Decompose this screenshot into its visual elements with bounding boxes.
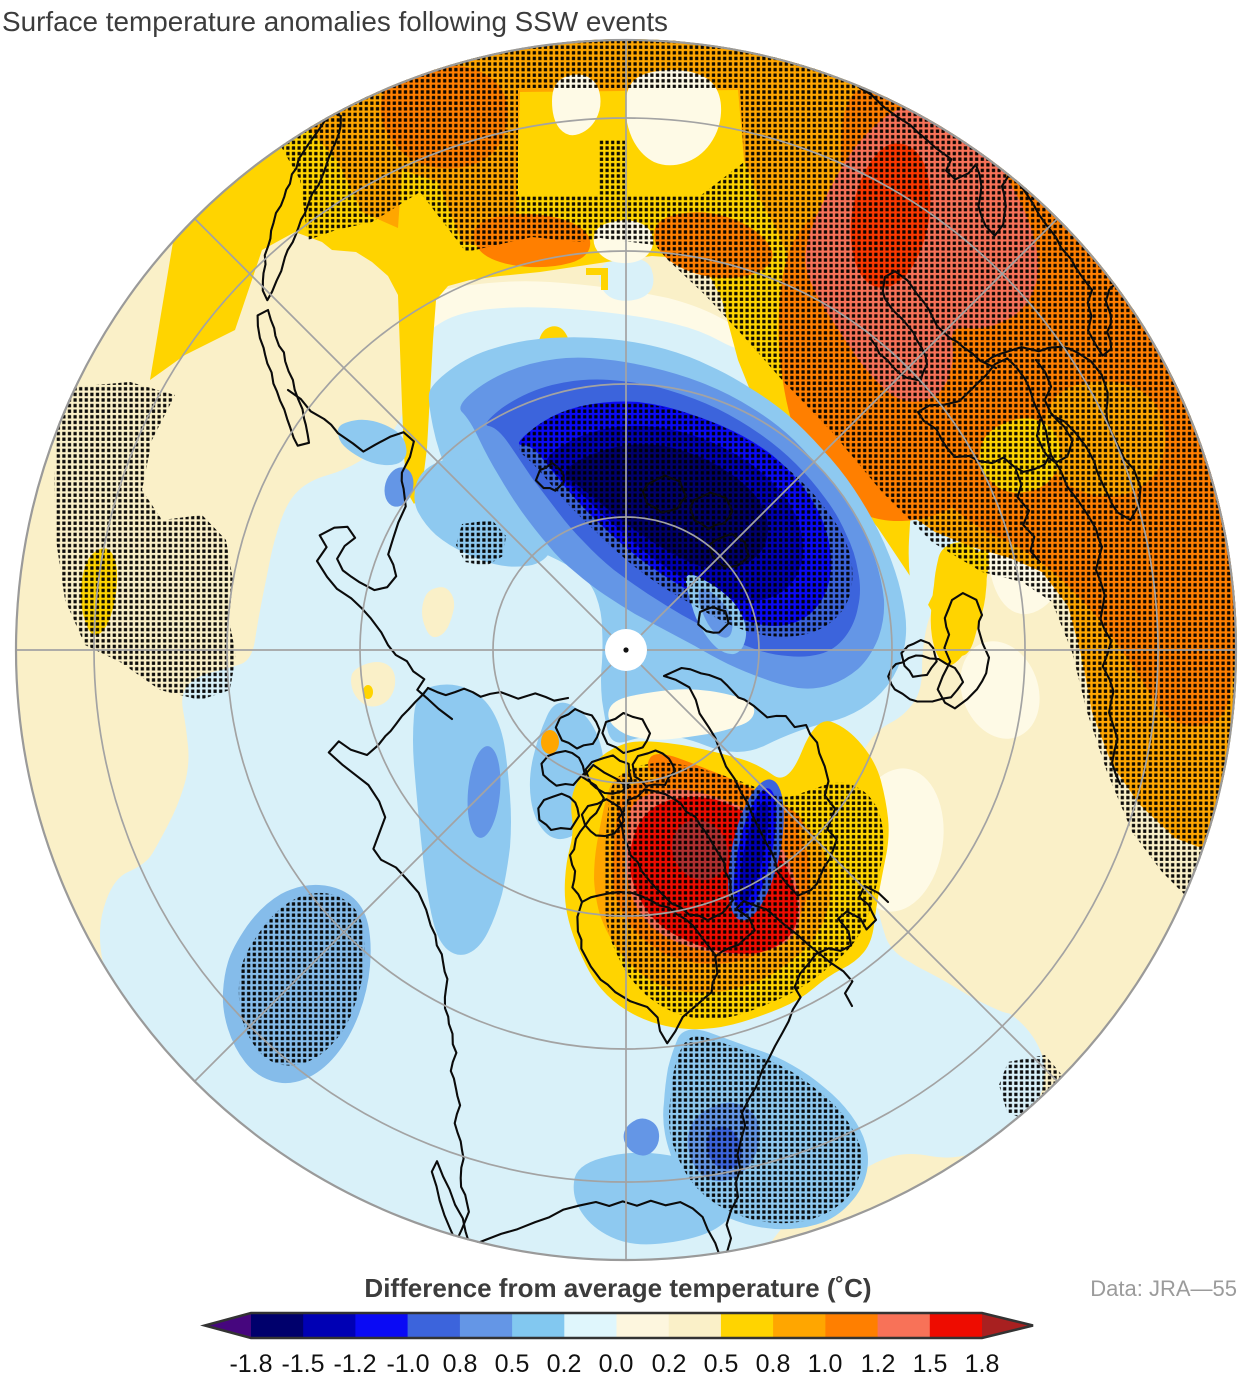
svg-text:1.0: 1.0 — [808, 1350, 843, 1378]
svg-text:-1.5: -1.5 — [281, 1350, 324, 1378]
svg-text:-1.2: -1.2 — [333, 1350, 376, 1378]
svg-text:Data: JRA—55: Data: JRA—55 — [1090, 1276, 1237, 1301]
svg-text:0.8: 0.8 — [443, 1350, 478, 1378]
svg-text:0.8: 0.8 — [756, 1350, 791, 1378]
svg-text:-1.8: -1.8 — [229, 1350, 272, 1378]
svg-text:0.2: 0.2 — [547, 1350, 582, 1378]
svg-text:Surface temperature anomalies: Surface temperature anomalies following … — [2, 6, 668, 37]
svg-text:1.8: 1.8 — [965, 1350, 1000, 1378]
svg-text:0.2: 0.2 — [652, 1350, 687, 1378]
svg-text:1.2: 1.2 — [861, 1350, 896, 1378]
svg-text:Difference from average temper: Difference from average temperature (˚C) — [364, 1273, 871, 1303]
svg-text:1.5: 1.5 — [913, 1350, 948, 1378]
svg-text:0.0: 0.0 — [599, 1350, 634, 1378]
svg-text:0.5: 0.5 — [495, 1350, 530, 1378]
svg-text:-1.0: -1.0 — [386, 1350, 429, 1378]
svg-text:0.5: 0.5 — [704, 1350, 739, 1378]
